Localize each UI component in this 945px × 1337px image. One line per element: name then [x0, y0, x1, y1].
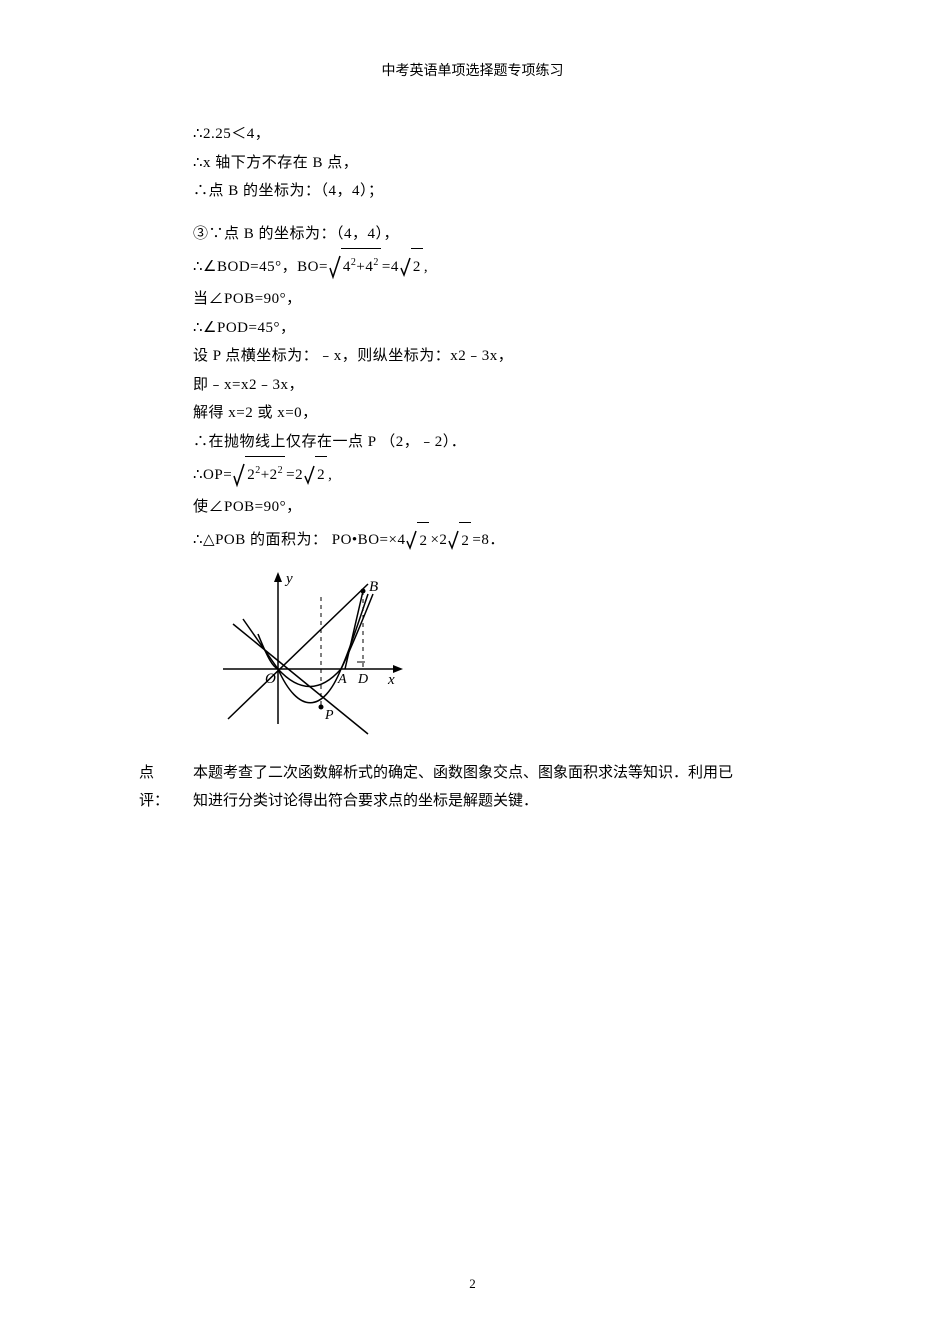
comment-label-2: 评：	[139, 787, 193, 816]
sqrt-2a-v: 2	[411, 248, 423, 285]
line-12-eq: =2	[286, 457, 303, 493]
line-4: ③∵点 B 的坐标为：（4，4），	[193, 220, 793, 249]
label-P: P	[324, 708, 334, 723]
line-3: ∴点 B 的坐标为：（4，4）；	[193, 177, 793, 206]
label-y: y	[284, 571, 293, 587]
sqrt-2b-v: 2	[315, 456, 327, 493]
line-12-prefix: ∴OP=	[193, 457, 232, 493]
line-5: ∴∠BOD=45°，BO= 42+42 =4 2 ,	[193, 248, 793, 285]
line-9: 即﹣x=x2﹣3x，	[193, 371, 793, 400]
sqrt-4-4: 42+42	[329, 248, 381, 285]
diagram: y x O A D B P	[213, 569, 793, 749]
sqrt-2d: 2	[448, 522, 471, 559]
diagram-svg: y x O A D B P	[213, 569, 408, 744]
line-14: ∴△POB 的面积为： PO•BO=×4 2 ×2 2 =8．	[193, 522, 793, 559]
line-12: ∴OP= 22+22 =2 2 ,	[193, 456, 793, 493]
line-11: ∴在抛物线上仅存在一点 P （2，﹣2）．	[193, 428, 793, 457]
line-7: ∴∠POD=45°，	[193, 314, 793, 343]
line-14-mid: ×2	[430, 522, 447, 558]
sqrt-2c: 2	[406, 522, 429, 559]
line-12-suffix: ,	[328, 457, 332, 493]
line-13: 使∠POB=90°，	[193, 493, 793, 522]
comment-text-2: 知进行分类讨论得出符合要求点的坐标是解题关键．	[193, 787, 945, 816]
label-O: O	[265, 671, 276, 687]
sqrt-2-2: 22+22	[233, 456, 285, 493]
sqrt-2-2-b: 2	[270, 467, 278, 483]
line-2: ∴x 轴下方不存在 B 点，	[193, 149, 793, 178]
page-number: 2	[0, 1276, 945, 1292]
comment-text-1: 本题考查了二次函数解析式的确定、函数图象交点、图象面积求法等知识．利用已	[193, 759, 945, 788]
sqrt-2d-v: 2	[459, 522, 471, 559]
line-8: 设 P 点横坐标为：﹣x，则纵坐标为：x2﹣3x，	[193, 342, 793, 371]
content-area: ∴2.25＜4， ∴x 轴下方不存在 B 点， ∴点 B 的坐标为：（4，4）；…	[193, 120, 793, 749]
sqrt-2a: 2	[400, 248, 423, 285]
line-6: 当∠POB=90°，	[193, 285, 793, 314]
comment-text: 本题考查了二次函数解析式的确定、函数图象交点、图象面积求法等知识．利用已 知进行…	[193, 759, 945, 816]
label-A: A	[337, 672, 347, 687]
sqrt-2-2-ae: 2	[255, 465, 261, 476]
label-D: D	[357, 672, 368, 687]
sqrt-4-4-a: 4	[343, 259, 351, 275]
comment-label-1: 点	[139, 759, 193, 788]
line-10: 解得 x=2 或 x=0，	[193, 399, 793, 428]
line-5-suffix: ,	[424, 249, 428, 285]
line-14-suffix: =8．	[472, 522, 504, 558]
page-title: 中考英语单项选择题专项练习	[0, 60, 945, 80]
comment-label: 点 评：	[139, 759, 193, 816]
sqrt-2b: 2	[304, 456, 327, 493]
sqrt-2-2-be: 2	[278, 465, 284, 476]
line-5-prefix: ∴∠BOD=45°，BO=	[193, 249, 328, 285]
sqrt-2c-v: 2	[417, 522, 429, 559]
sqrt-4-4-be: 2	[373, 257, 379, 268]
label-B: B	[369, 579, 378, 595]
label-x: x	[387, 672, 395, 688]
sqrt-4-4-ae: 2	[351, 257, 357, 268]
line-14-prefix: ∴△POB 的面积为： PO•BO=×4	[193, 522, 405, 558]
line-5-eq: =4	[382, 249, 399, 285]
comment-section: 点 评： 本题考查了二次函数解析式的确定、函数图象交点、图象面积求法等知识．利用…	[139, 759, 945, 816]
line-1: ∴2.25＜4，	[193, 120, 793, 149]
sqrt-2-2-a: 2	[247, 467, 255, 483]
